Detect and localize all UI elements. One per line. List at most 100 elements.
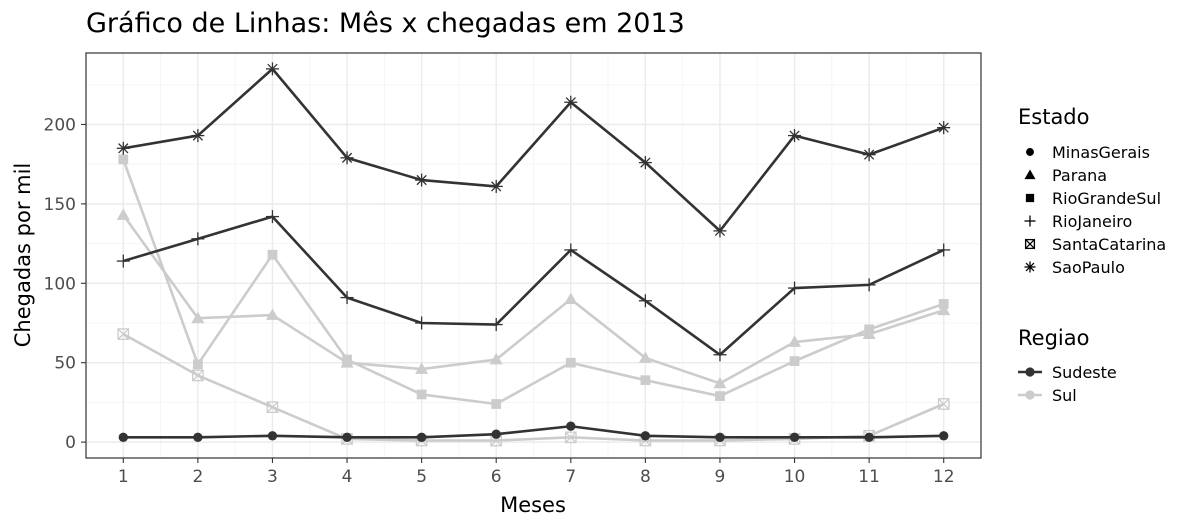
data-point (564, 292, 578, 305)
data-point (939, 431, 949, 441)
data-point (789, 356, 800, 366)
marker-diag-2 (117, 328, 129, 340)
data-point (340, 291, 354, 305)
legend-estado-label: RioGrandeSul (1052, 189, 1161, 208)
y-axis-title: Chegadas por mil (11, 163, 35, 348)
marker-ast-d2 (341, 152, 353, 163)
marker-diag-2 (938, 398, 950, 410)
series-line (122, 215, 945, 357)
data-point (937, 121, 951, 135)
y-axis-ticks: 0 50 100 150 200 (44, 115, 86, 453)
marker-box (937, 398, 950, 410)
legend-estado-key (1024, 169, 1036, 180)
marker-ast-d2 (565, 97, 576, 108)
marker-triangle (489, 353, 503, 365)
legend-estado-key (1024, 238, 1036, 250)
series-RioJaneiro (116, 210, 951, 362)
x-tick-label: 4 (342, 467, 353, 487)
marker-circle (566, 421, 576, 431)
data-point (788, 129, 802, 143)
legend-regiao-point (1025, 367, 1035, 377)
data-point (862, 148, 876, 162)
data-point (638, 294, 652, 308)
marker-square (565, 357, 576, 368)
marker-square (491, 399, 502, 409)
data-point (265, 210, 279, 224)
marker-ast-d2 (938, 122, 949, 133)
marker-ast-d2 (416, 174, 427, 186)
x-axis-title: Meses (500, 493, 566, 517)
data-point (491, 399, 502, 409)
data-point (267, 249, 278, 260)
marker-box (192, 369, 204, 382)
data-point (864, 432, 874, 443)
marker-circle (789, 432, 800, 443)
data-point (715, 432, 725, 443)
marker-ast-d2 (789, 130, 800, 141)
x-tick-label: 10 (784, 467, 806, 487)
x-tick-label: 5 (416, 467, 427, 487)
marker-box (1024, 238, 1036, 250)
marker-circle (715, 432, 725, 443)
data-point (937, 243, 951, 257)
marker-diag-2 (266, 401, 279, 413)
marker-square (342, 354, 352, 365)
marker-circle (864, 432, 874, 443)
marker-diag-2 (1025, 239, 1035, 249)
marker-box (117, 328, 130, 340)
data-point (788, 335, 802, 347)
x-tick-label: 8 (640, 467, 651, 487)
marker-triangle (191, 311, 205, 324)
data-point (564, 243, 578, 257)
marker-circle (1026, 148, 1034, 156)
data-point (713, 376, 727, 389)
data-point (117, 328, 130, 340)
panel-border (85, 52, 982, 459)
legend-estado-label: RioJaneiro (1052, 212, 1132, 231)
data-point (340, 151, 354, 165)
data-point (342, 354, 352, 365)
series-line (123, 424, 944, 439)
x-tick-label: 9 (715, 467, 726, 487)
data-point (640, 375, 651, 386)
marker-ast-d2 (640, 157, 651, 168)
data-point (193, 359, 203, 370)
data-point (640, 431, 651, 441)
marker-square (267, 249, 278, 260)
data-point (193, 432, 203, 443)
marker-triangle (713, 376, 727, 389)
marker-square (416, 389, 427, 400)
marker-circle (118, 432, 128, 443)
series-layer (116, 62, 951, 447)
data-point (342, 432, 352, 443)
data-point (789, 432, 800, 443)
legend-estado-title: Estado (1018, 105, 1090, 129)
marker-ast-d2 (267, 63, 278, 75)
data-point (192, 369, 204, 382)
legend-regiao-point (1025, 390, 1035, 400)
marker-circle (342, 432, 352, 443)
series-MinasGerais (118, 421, 949, 443)
marker-triangle (638, 351, 652, 363)
marker-triangle (265, 308, 279, 320)
data-point (116, 254, 130, 268)
marker-triangle (564, 292, 578, 305)
y-tick-label: 200 (44, 115, 76, 135)
x-tick-label: 7 (565, 467, 576, 487)
data-point (566, 421, 576, 431)
data-point (937, 398, 950, 410)
marker-ast-d2 (1025, 262, 1035, 272)
marker-triangle (937, 303, 951, 316)
legend-estado-key (1025, 193, 1035, 203)
marker-ast-d2 (863, 149, 875, 160)
data-point (415, 362, 429, 374)
legend-estado-label: SantaCatarina (1052, 235, 1166, 254)
marker-ast-d2 (192, 130, 204, 141)
data-point (191, 129, 205, 143)
data-point (415, 316, 429, 330)
series-line (123, 67, 945, 233)
data-point (265, 62, 279, 76)
data-point (416, 432, 427, 443)
data-point (715, 391, 725, 401)
marker-box (266, 401, 279, 414)
